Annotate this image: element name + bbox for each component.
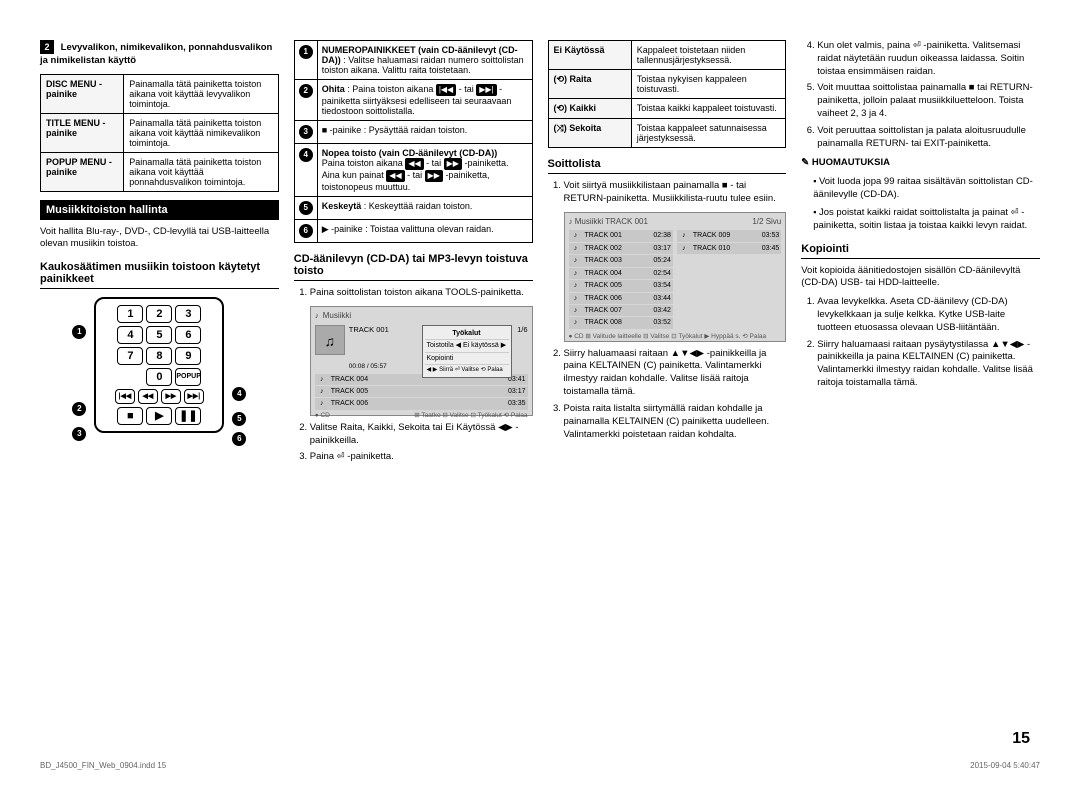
- table-row: POPUP MENU -painikePainamalla tätä paini…: [41, 152, 279, 191]
- copy-title: Kopiointi: [801, 243, 1040, 259]
- list-item: Siirry haluamaasi raitaan pysäytystilass…: [817, 339, 1040, 390]
- remote-key-popup: POPUP: [175, 368, 201, 386]
- table-row: 3■ -painike : Pysäyttää raidan toiston.: [294, 121, 532, 144]
- callout-1: 1: [72, 325, 86, 339]
- menu-button-table: DISC MENU -painikePainamalla tätä painik…: [40, 74, 279, 192]
- music-icon: ♫: [315, 325, 345, 355]
- table-row: 2Ohita : Paina toiston aikana |◀◀ - tai …: [294, 80, 532, 121]
- remote-key-0: 0: [146, 368, 172, 386]
- remote-key-next: ▶▶|: [184, 389, 204, 404]
- remote-key-4: 4: [117, 326, 143, 344]
- list-item: Avaa levykelkka. Aseta CD-äänilevy (CD-D…: [817, 296, 1040, 334]
- table-row: (⟲) RaitaToistaa nykyisen kappaleen tois…: [548, 70, 786, 99]
- remote-buttons-title: Kaukosäätimen musiikin toistoon käytetyt…: [40, 261, 279, 289]
- list-item: Voit siirtyä musiikkilistaan painamalla …: [564, 180, 787, 342]
- remote-diagram: 1 2 3 4 5 6 7 8 9 0 POPUP: [94, 297, 224, 433]
- list-item: Paina ⏎ -painiketta.: [310, 451, 533, 464]
- list-item: Poista raita listalta siirtymällä raidan…: [564, 403, 787, 441]
- remote-key-9: 9: [175, 347, 201, 365]
- page-number: 15: [1012, 730, 1030, 748]
- remote-key-prev: |◀◀: [115, 389, 135, 404]
- footer-filename: BD_J4500_FIN_Web_0904.indd 15: [40, 761, 166, 770]
- playlist-title: Soittolista: [548, 158, 787, 174]
- list-item: Voit muuttaa soittolistaa painamalla ■ t…: [817, 82, 1040, 120]
- remote-key-5: 5: [146, 326, 172, 344]
- music-control-header: Musiikkitoiston hallinta: [40, 200, 279, 220]
- remote-key-7: 7: [117, 347, 143, 365]
- music-intro-text: Voit hallita Blu-ray-, DVD-, CD-levyllä …: [40, 226, 279, 252]
- remote-key-6: 6: [175, 326, 201, 344]
- page-content: 2 Levyvalikon, nimikevalikon, ponnahdusv…: [40, 40, 1040, 470]
- copy-intro: Voit kopioida äänitiedostojen sisällön C…: [801, 265, 1040, 291]
- callout-5: 5: [232, 412, 246, 426]
- notes-heading: HUOMAUTUKSIA: [801, 157, 1040, 170]
- list-item: Siirry haluamaasi raitaan ▲▼◀▶ -painikke…: [564, 348, 787, 399]
- remote-key-pause: ❚❚: [175, 407, 201, 425]
- remote-key-stop: ■: [117, 407, 143, 425]
- column-1: 2 Levyvalikon, nimikevalikon, ponnahdusv…: [40, 40, 279, 470]
- screenshot-playlist: ♪ Musiikki TRACK 0011/2 Sivu ♪TRACK 0010…: [564, 212, 787, 342]
- footer-meta: BD_J4500_FIN_Web_0904.indd 15 2015-09-04…: [40, 761, 1040, 770]
- list-item: Voit luoda jopa 99 raitaa sisältävän soi…: [813, 175, 1040, 202]
- remote-key-forward: ▶▶: [161, 389, 181, 404]
- repeat-mode-table: Ei KäytössäKappaleet toistetaan niiden t…: [548, 40, 787, 148]
- table-row: 5Keskeytä : Keskeyttää raidan toiston.: [294, 197, 532, 220]
- list-item: Voit peruuttaa soittolistan ja palata al…: [817, 125, 1040, 151]
- tools-popup: Työkalut Toistotila ◀ Ei käytössä ▶ Kopi…: [422, 325, 512, 378]
- table-row: 4Nopea toisto (vain CD-äänilevyt (CD-DA)…: [294, 144, 532, 197]
- screenshot-tools-menu: ♪Musiikki ♫ TRACK 0011/6 00:08 / 05:57 T…: [310, 306, 533, 416]
- table-row: 6▶ -painike : Toistaa valittuna olevan r…: [294, 220, 532, 243]
- table-row: Ei KäytössäKappaleet toistetaan niiden t…: [548, 41, 786, 70]
- callout-2: 2: [72, 402, 86, 416]
- list-item: Kun olet valmis, paina ⏎ -painiketta. Va…: [817, 40, 1040, 78]
- column-2: 1NUMEROPAINIKKEET (vain CD-äänilevyt (CD…: [294, 40, 533, 470]
- list-item: Jos poistat kaikki raidat soittolistalta…: [813, 206, 1040, 233]
- table-row: (⟲) KaikkiToistaa kaikki kappaleet toist…: [548, 99, 786, 119]
- list-item: Valitse Raita, Kaikki, Sekoita tai Ei Kä…: [310, 422, 533, 448]
- repeat-play-title: CD-äänilevyn (CD-DA) tai MP3-levyn toist…: [294, 253, 533, 281]
- table-row: TITLE MENU -painikePainamalla tätä paini…: [41, 113, 279, 152]
- remote-key-play: ▶: [146, 407, 172, 425]
- list-item: Paina soittolistan toiston aikana TOOLS-…: [310, 287, 533, 416]
- callout-4: 4: [232, 387, 246, 401]
- remote-key-1: 1: [117, 305, 143, 323]
- section-2-heading: 2 Levyvalikon, nimikevalikon, ponnahdusv…: [40, 40, 279, 68]
- table-row: DISC MENU -painikePainamalla tätä painik…: [41, 74, 279, 113]
- callout-3: 3: [72, 427, 86, 441]
- badge-2: 2: [40, 40, 54, 54]
- remote-key-rewind: ◀◀: [138, 389, 158, 404]
- column-4: Kun olet valmis, paina ⏎ -painiketta. Va…: [801, 40, 1040, 470]
- remote-key-2: 2: [146, 305, 172, 323]
- notes-list: Voit luoda jopa 99 raitaa sisältävän soi…: [801, 175, 1040, 232]
- remote-key-3: 3: [175, 305, 201, 323]
- control-desc-table: 1NUMEROPAINIKKEET (vain CD-äänilevyt (CD…: [294, 40, 533, 243]
- table-row: (⤨) SekoitaToistaa kappaleet satunnaises…: [548, 119, 786, 148]
- column-3: Ei KäytössäKappaleet toistetaan niiden t…: [548, 40, 787, 470]
- footer-timestamp: 2015-09-04 5:40:47: [970, 761, 1040, 770]
- remote-key-8: 8: [146, 347, 172, 365]
- table-row: 1NUMEROPAINIKKEET (vain CD-äänilevyt (CD…: [294, 41, 532, 80]
- callout-6: 6: [232, 432, 246, 446]
